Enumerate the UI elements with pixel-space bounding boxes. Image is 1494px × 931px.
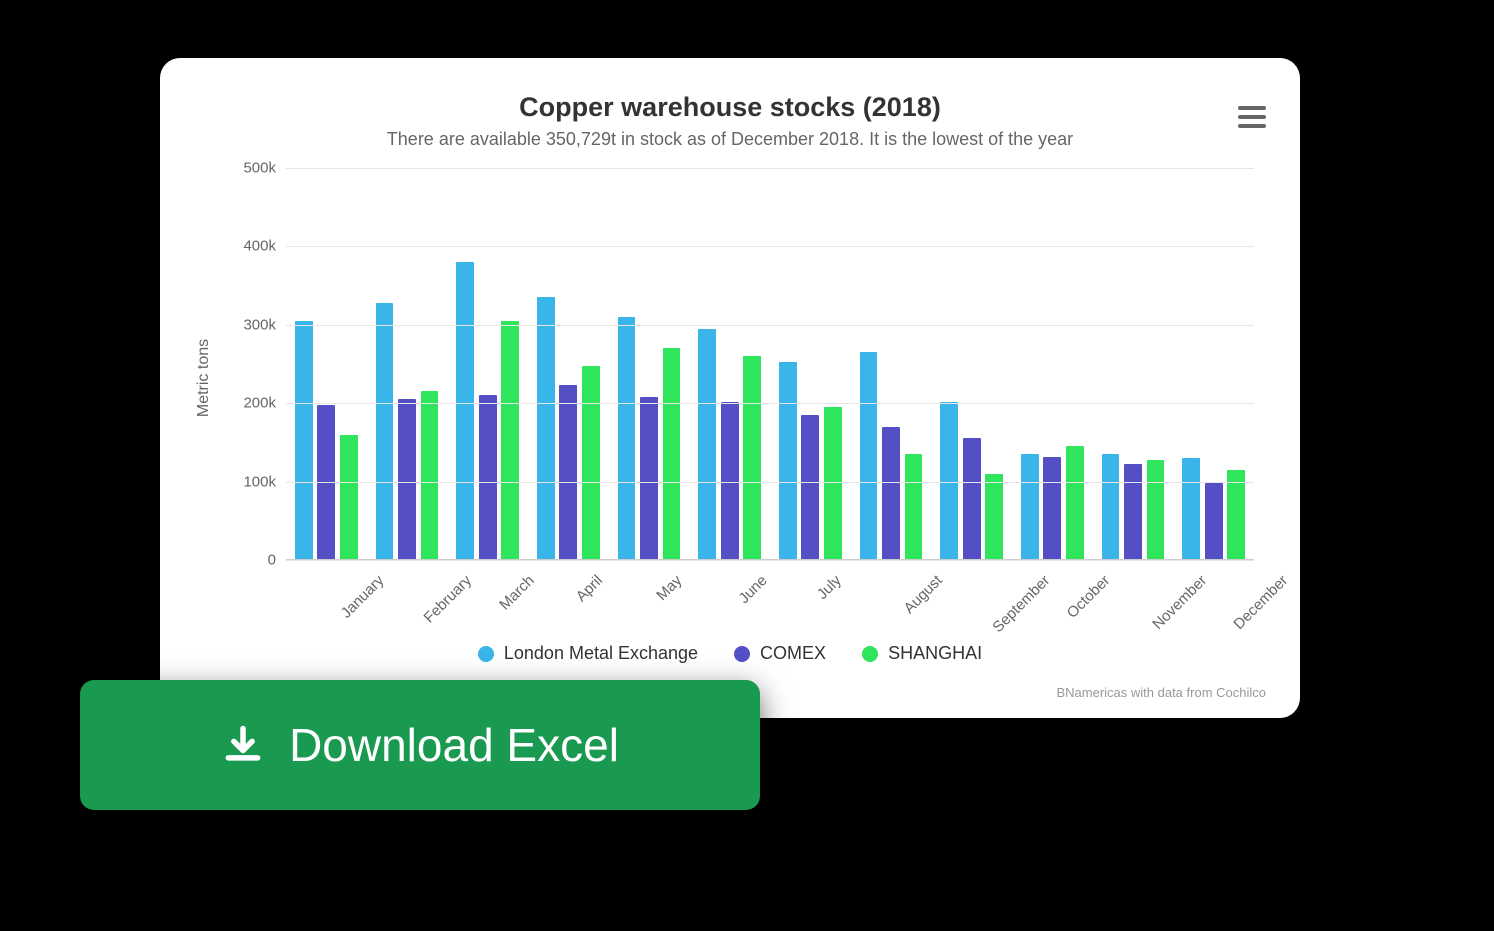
bar[interactable] (905, 454, 923, 560)
y-tick-label: 500k (243, 160, 276, 177)
gridline (286, 482, 1254, 483)
bar[interactable] (640, 397, 658, 560)
x-tick-label: April (573, 572, 606, 605)
x-tick-label: October (1064, 572, 1114, 622)
bar-group (931, 168, 1012, 560)
bar[interactable] (1147, 460, 1165, 560)
bar[interactable] (501, 321, 519, 560)
gridline (286, 560, 1254, 561)
bar[interactable] (860, 352, 878, 560)
bar[interactable] (559, 385, 577, 560)
bar[interactable] (1021, 454, 1039, 560)
bar-group (1093, 168, 1174, 560)
bar-group (609, 168, 690, 560)
bar[interactable] (537, 297, 555, 560)
legend-label: London Metal Exchange (504, 643, 698, 664)
legend-swatch (862, 646, 878, 662)
bar-group (447, 168, 528, 560)
bar[interactable] (779, 362, 797, 560)
bar[interactable] (479, 395, 497, 560)
bar[interactable] (985, 474, 1003, 560)
legend-item[interactable]: SHANGHAI (862, 643, 982, 664)
bar[interactable] (340, 435, 358, 560)
x-axis-line (286, 559, 1254, 560)
y-tick-label: 100k (243, 473, 276, 490)
gridline (286, 325, 1254, 326)
legend-label: COMEX (760, 643, 826, 664)
download-excel-button[interactable]: Download Excel (80, 680, 760, 810)
plot-area: Metric tons 0100k200k300k400k500kJanuary… (216, 168, 1264, 588)
y-tick-label: 0 (268, 552, 276, 569)
bar-group (1173, 168, 1254, 560)
bar[interactable] (1124, 464, 1142, 560)
bar-group (367, 168, 448, 560)
chart-card: Copper warehouse stocks (2018) There are… (160, 58, 1300, 718)
bar[interactable] (1227, 470, 1245, 560)
download-button-label: Download Excel (289, 718, 619, 772)
y-tick-label: 400k (243, 238, 276, 255)
bar-group (1012, 168, 1093, 560)
legend-swatch (734, 646, 750, 662)
bar[interactable] (882, 427, 900, 560)
bar[interactable] (698, 329, 716, 560)
x-tick-label: May (653, 572, 685, 604)
bar[interactable] (801, 415, 819, 560)
bar[interactable] (456, 262, 474, 560)
y-tick-label: 200k (243, 395, 276, 412)
chart-subtitle: There are available 350,729t in stock as… (196, 129, 1264, 150)
gridline (286, 246, 1254, 247)
gridline (286, 403, 1254, 404)
bar[interactable] (582, 366, 600, 560)
bar[interactable] (376, 303, 394, 560)
bar-group (528, 168, 609, 560)
x-tick-label: March (496, 572, 537, 613)
x-tick-label: June (735, 572, 770, 607)
x-tick-label: November (1149, 572, 1210, 633)
gridline (286, 168, 1254, 169)
bar[interactable] (743, 356, 761, 560)
bar-group (851, 168, 932, 560)
legend-swatch (478, 646, 494, 662)
bar-group (689, 168, 770, 560)
x-tick-label: July (814, 572, 845, 603)
bar[interactable] (1102, 454, 1120, 560)
chart-menu-icon[interactable] (1238, 106, 1266, 128)
y-axis-title: Metric tons (195, 339, 213, 417)
legend-item[interactable]: COMEX (734, 643, 826, 664)
bar[interactable] (1182, 458, 1200, 560)
x-tick-label: January (338, 572, 388, 622)
bar[interactable] (1205, 483, 1223, 560)
bar[interactable] (1043, 457, 1061, 560)
bar-group (770, 168, 851, 560)
legend-item[interactable]: London Metal Exchange (478, 643, 698, 664)
bar[interactable] (663, 348, 681, 560)
bar[interactable] (398, 399, 416, 560)
x-tick-label: December (1230, 572, 1291, 633)
bar[interactable] (1066, 446, 1084, 560)
chart-credits: BNamericas with data from Cochilco (1056, 685, 1266, 700)
x-tick-label: September (989, 572, 1053, 636)
bar[interactable] (824, 407, 842, 560)
legend: London Metal Exchange COMEX SHANGHAI (160, 643, 1300, 664)
bar[interactable] (421, 391, 439, 560)
x-tick-label: February (421, 572, 475, 626)
bar[interactable] (618, 317, 636, 560)
chart-title: Copper warehouse stocks (2018) (196, 86, 1264, 123)
x-tick-label: August (901, 572, 946, 617)
legend-label: SHANGHAI (888, 643, 982, 664)
y-tick-label: 300k (243, 316, 276, 333)
download-icon (221, 723, 265, 767)
bar-group (286, 168, 367, 560)
bar[interactable] (295, 321, 313, 560)
bar[interactable] (963, 438, 981, 560)
